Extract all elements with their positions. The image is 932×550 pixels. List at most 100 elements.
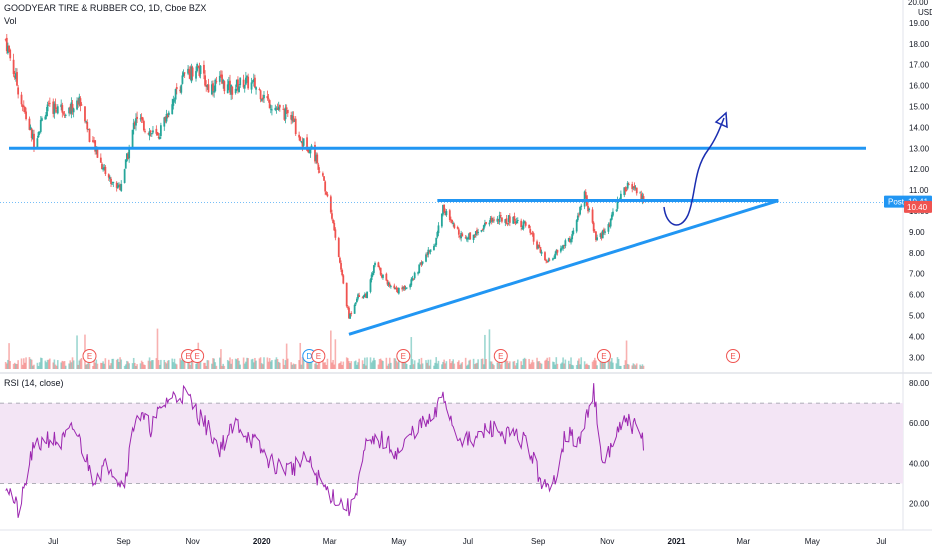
volume-bar [587,364,589,369]
candle-body [420,262,423,265]
volume-bar [300,364,303,369]
candle-body [112,182,115,184]
event-marker-e[interactable]: E [596,349,611,363]
volume-bar [427,359,430,369]
volume-bar [609,361,612,369]
volume-bar [198,357,201,369]
candle-body [203,64,205,74]
volume-bar [521,365,524,369]
candle-body [14,73,17,79]
event-marker-e[interactable]: E [396,349,411,363]
candle-body [532,233,535,242]
candle-body [158,137,161,140]
candle-body [136,116,138,119]
volume-bar [206,360,209,369]
candle-body [578,214,580,216]
projection-arrowhead[interactable] [714,111,728,129]
volume-bar [294,364,297,369]
event-marker-e[interactable]: E [493,349,508,363]
volume-bar [175,364,178,369]
volume-bar [395,360,398,369]
volume-bar [353,361,356,369]
candle-body [124,159,127,169]
volume-bar [501,361,503,369]
volume-bar [7,359,9,369]
volume-bar [608,358,611,369]
volume-bar [135,365,137,369]
volume-bar [309,359,312,369]
volume-bar [76,335,78,369]
price-tick: 3.00 [909,353,925,362]
candle-body [456,226,459,229]
volume-bar [472,358,475,369]
candle-body [206,84,209,88]
candle-body [318,171,321,173]
projection-arrow[interactable] [663,117,725,226]
volume-bar [640,365,643,369]
volume-bar [434,362,436,369]
trend-drawings[interactable] [9,111,866,336]
candle-body [555,250,558,254]
volume-bar [409,365,411,369]
candle-body [61,105,64,113]
volume-bar [522,358,525,369]
candle-body [572,230,575,235]
candle-body [329,196,332,213]
candle-body [20,94,23,105]
candle-body [198,67,201,76]
candle-body [410,279,413,286]
volume-bar [276,359,279,369]
volume-bar [118,361,120,369]
volume-bar [330,330,332,369]
volume-bar [617,358,620,369]
candle-body [210,84,213,95]
volume-bar [52,362,55,369]
candle-body [55,110,58,112]
triangle-support-line[interactable] [348,199,779,336]
candle-body [481,229,484,231]
candle-body [363,294,366,297]
candle-body [580,205,583,207]
candle-body [501,217,503,222]
candle-body [275,108,278,110]
volume-bar [33,364,35,369]
volume-bar [369,357,372,369]
volume-bar [274,359,277,369]
candle-body [374,262,376,266]
event-marker-e[interactable]: E [726,349,741,363]
volume-bar [488,329,491,369]
volume-bar [250,359,253,369]
candle-body [370,274,373,280]
candle-body [418,264,421,273]
volume-bar [458,360,460,369]
candle-body [358,295,361,297]
candle-body [227,81,230,85]
candle-body [626,182,629,189]
rsi-tick: 80.00 [909,379,930,388]
volume-bar [165,363,168,369]
price-tick: 6.00 [909,291,925,300]
candle-body [326,194,329,197]
event-marker-e[interactable]: E [190,349,205,363]
candle-body [524,222,527,226]
volume-bar [505,358,508,369]
candle-body [522,221,525,229]
candle-body [561,247,563,249]
volume-bar [307,358,309,369]
event-marker-circle [311,349,326,363]
candle-body [331,213,333,219]
candle-body [271,109,273,111]
candle-body [467,237,469,240]
volume-bar [516,359,519,369]
volume-bar [469,359,471,369]
candle-body [634,187,637,189]
event-marker-circle [726,349,741,363]
volume-bar [420,357,423,369]
volume-bar [107,359,110,369]
candle-body [56,106,59,114]
volume-bar [628,364,630,369]
event-marker-e[interactable]: E [82,349,97,363]
event-marker-e[interactable]: E [311,349,326,363]
